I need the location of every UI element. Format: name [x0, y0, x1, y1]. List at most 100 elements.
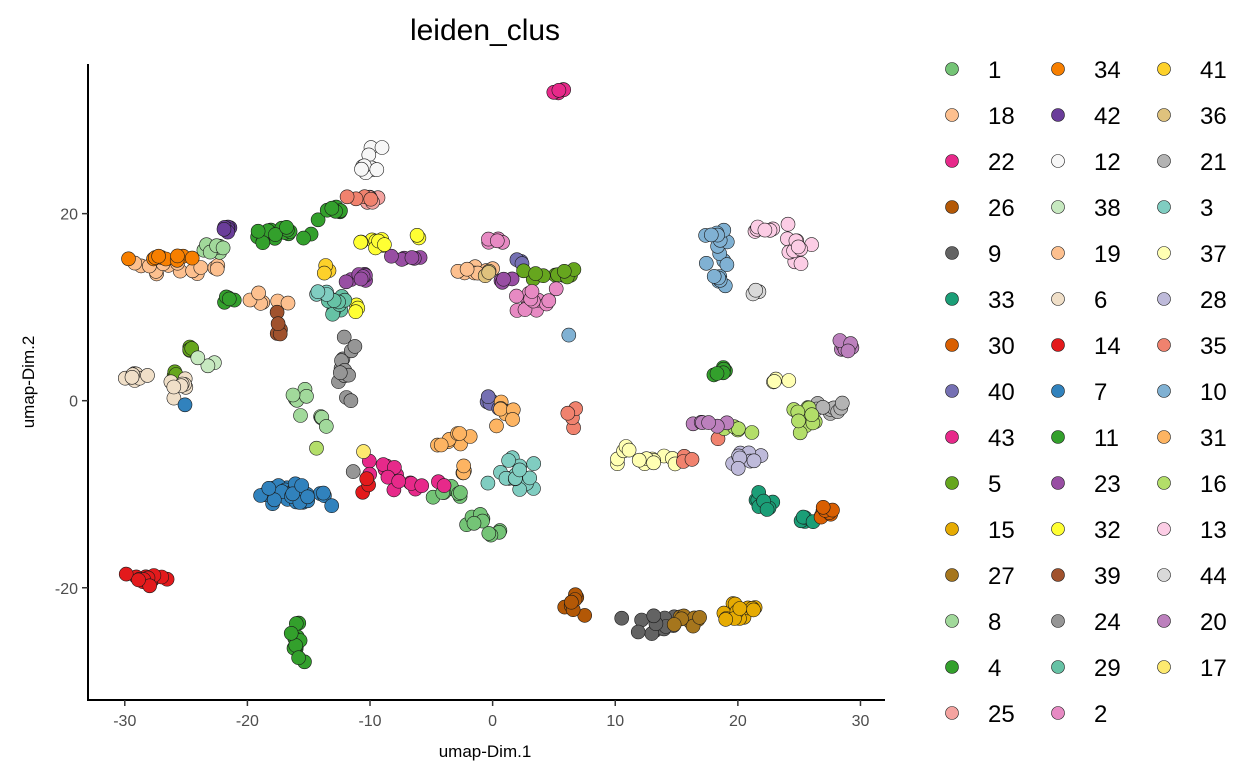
legend-label: 2	[1094, 701, 1107, 728]
legend-swatch	[945, 568, 959, 582]
legend-label: 8	[988, 609, 1001, 636]
point-cluster-35	[363, 191, 379, 207]
legend-label: 23	[1094, 471, 1121, 498]
legend-swatch	[945, 200, 959, 214]
point-cluster-5	[516, 263, 531, 279]
point-cluster-38	[200, 358, 216, 374]
point-cluster-15	[746, 602, 761, 618]
cluster-15-points	[716, 596, 763, 627]
point-cluster-14	[118, 566, 134, 582]
point-cluster-31	[493, 401, 508, 417]
point-cluster-4	[222, 291, 237, 307]
point-cluster-2	[509, 288, 524, 304]
legend-swatch	[945, 660, 959, 674]
point-cluster-3	[480, 475, 496, 491]
legend-label: 15	[988, 517, 1015, 544]
x-tick-label: 10	[606, 713, 624, 730]
cluster-43-points	[361, 453, 452, 498]
legend-label: 25	[988, 701, 1015, 728]
cluster-39-points	[269, 304, 288, 342]
legend-item-28: 28	[1157, 287, 1227, 314]
point-cluster-32	[377, 237, 392, 252]
y-tick-label: 0	[69, 394, 78, 411]
point-cluster-24	[332, 365, 348, 381]
legend-swatch	[1051, 200, 1065, 214]
legend-label: 4	[988, 655, 1001, 682]
legend-label: 10	[1200, 379, 1227, 406]
point-cluster-14	[131, 572, 146, 588]
point-cluster-8	[215, 240, 231, 256]
point-cluster-28	[746, 453, 762, 469]
point-cluster-30	[815, 499, 831, 515]
legend-item-12: 12	[1051, 149, 1121, 176]
cluster-33-points	[748, 485, 821, 530]
point-cluster-6	[140, 368, 155, 383]
point-cluster-43	[436, 478, 452, 493]
point-cluster-1	[466, 515, 482, 531]
point-cluster-16	[731, 421, 746, 437]
legend-item-4: 4	[945, 655, 1001, 682]
point-cluster-9	[646, 608, 662, 624]
cluster-3-points	[309, 284, 542, 497]
cluster-11-points	[310, 199, 733, 383]
points-layer	[118, 82, 860, 670]
legend-swatch	[1157, 660, 1171, 674]
point-cluster-37	[781, 373, 797, 388]
legend-swatch	[1051, 62, 1065, 76]
point-cluster-10	[719, 257, 735, 272]
legend-label: 42	[1094, 103, 1121, 130]
cluster-29-points	[318, 287, 353, 322]
point-cluster-3	[310, 284, 326, 300]
cluster-4-points	[217, 220, 319, 670]
legend-label: 41	[1200, 57, 1227, 84]
legend-swatch	[1051, 706, 1065, 720]
legend-item-18: 18	[945, 103, 1015, 130]
legend-swatch	[945, 292, 959, 306]
legend-item-27: 27	[945, 563, 1015, 590]
legend-label: 35	[1200, 333, 1227, 360]
legend-item-43: 43	[945, 425, 1015, 452]
legend-item-1: 1	[945, 57, 1001, 84]
point-cluster-2	[489, 233, 505, 249]
legend-item-37: 37	[1157, 241, 1227, 268]
cluster-38-points	[190, 350, 222, 374]
point-cluster-35	[339, 189, 355, 205]
legend-swatch	[945, 614, 959, 628]
legend-swatch	[1157, 62, 1171, 76]
point-cluster-22	[551, 83, 567, 98]
point-cluster-10	[698, 255, 714, 271]
legend-label: 11	[1094, 425, 1119, 452]
cluster-34-points	[121, 248, 200, 268]
y-tick-label: -20	[55, 581, 78, 598]
point-cluster-41	[316, 265, 332, 281]
x-tick-label: -30	[113, 713, 136, 730]
point-cluster-15	[732, 601, 748, 616]
legend-label: 26	[988, 195, 1015, 222]
point-cluster-11	[324, 200, 340, 216]
cluster-2-points	[481, 231, 564, 318]
point-cluster-26	[564, 594, 579, 610]
legend-item-22: 22	[945, 149, 1015, 176]
legend-swatch	[1157, 384, 1171, 398]
point-cluster-28	[730, 460, 746, 476]
legend-label: 5	[988, 471, 1001, 498]
legend-item-3: 3	[1157, 195, 1213, 222]
point-cluster-7	[294, 478, 310, 493]
cluster-22-points	[546, 82, 572, 101]
cluster-36-points	[477, 263, 497, 284]
legend-swatch	[1051, 246, 1065, 260]
legend-swatch	[945, 246, 959, 260]
point-cluster-16	[804, 407, 820, 423]
point-cluster-42	[216, 222, 232, 237]
legend-item-34: 34	[1051, 57, 1121, 84]
point-cluster-35	[560, 405, 576, 421]
point-cluster-37	[631, 452, 647, 468]
point-cluster-15	[718, 612, 734, 627]
legend-label: 43	[988, 425, 1015, 452]
point-cluster-5	[528, 266, 543, 281]
point-cluster-31	[505, 412, 520, 427]
point-cluster-3	[512, 462, 527, 478]
point-cluster-39	[270, 316, 286, 332]
point-cluster-23	[384, 248, 399, 264]
point-cluster-10	[706, 269, 722, 284]
